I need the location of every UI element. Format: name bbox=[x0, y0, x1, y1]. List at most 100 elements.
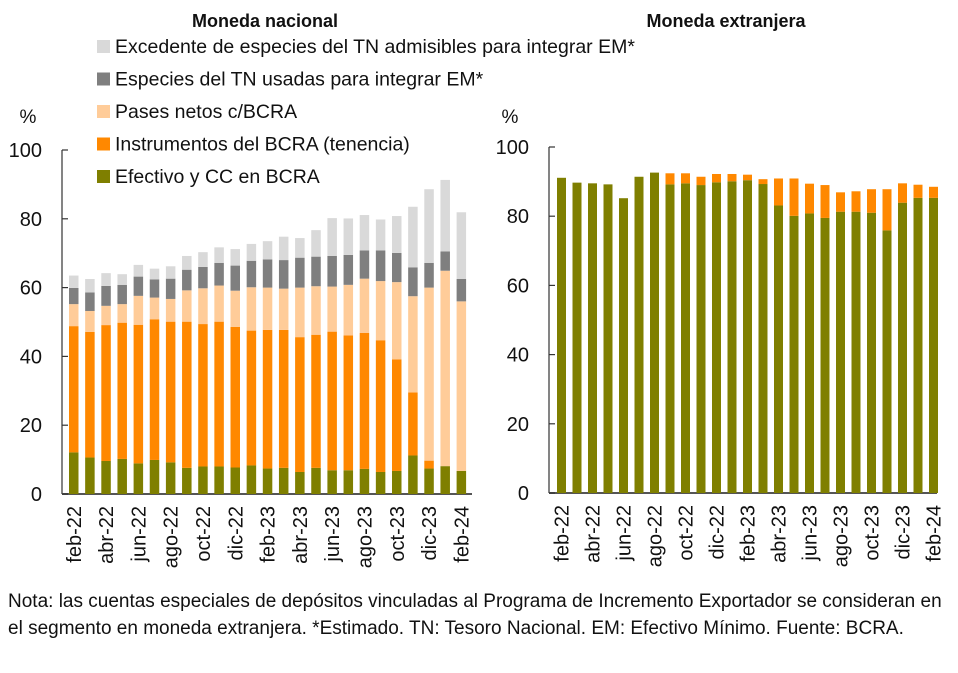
bar-segment bbox=[246, 465, 257, 494]
bar-segment bbox=[214, 262, 224, 286]
bar-segment bbox=[117, 284, 127, 305]
bar-segment bbox=[929, 186, 938, 198]
x-axis-labels-left: feb-22 abr-22 jun-22 ago-22 oct-22 dic-22 feb-… bbox=[64, 506, 474, 568]
legend-swatch bbox=[97, 137, 110, 151]
bar-segment bbox=[117, 274, 127, 285]
y-tick-label-right: 100 bbox=[496, 137, 529, 159]
x-tick-label-right: abr-22 bbox=[583, 505, 605, 563]
bar-segment bbox=[774, 205, 783, 493]
legend-swatch bbox=[97, 170, 110, 183]
bar-segment bbox=[311, 256, 321, 287]
bar-stack-sep-22 bbox=[665, 173, 675, 494]
bar-segment bbox=[359, 250, 370, 279]
bar-stack-sep-23 bbox=[851, 191, 861, 493]
bar-segment bbox=[727, 173, 737, 182]
bar-segment bbox=[557, 177, 566, 493]
bar-stack-nov-22 bbox=[214, 247, 224, 494]
bar-segment bbox=[359, 468, 370, 494]
bar-segment bbox=[327, 255, 337, 287]
bar-segment bbox=[327, 286, 337, 332]
bar-segment bbox=[295, 257, 305, 288]
y-axis-label-left: % bbox=[20, 107, 37, 128]
bar-stack-may-22 bbox=[603, 184, 613, 494]
bar-segment bbox=[743, 180, 752, 493]
y-tick-label-left: 40 bbox=[20, 346, 42, 368]
bar-segment bbox=[149, 319, 160, 460]
bar-stack-feb-24 bbox=[929, 186, 938, 493]
bar-segment bbox=[882, 189, 892, 231]
x-tick-label-right: feb-23 bbox=[738, 505, 760, 562]
bar-stack-ago-22 bbox=[165, 266, 176, 494]
legend-swatch bbox=[97, 105, 110, 118]
bar-stack-dic-22 bbox=[230, 249, 240, 494]
bar-segment bbox=[214, 321, 224, 467]
bar-segment bbox=[230, 467, 240, 494]
chart-title-moneda-extranjera: Moneda extranjera bbox=[646, 11, 806, 31]
bar-segment bbox=[898, 202, 907, 493]
bar-stack-jul-22 bbox=[634, 176, 644, 494]
y-tick-label-left: 100 bbox=[9, 140, 42, 162]
bar-segment bbox=[198, 466, 208, 494]
bar-segment bbox=[278, 288, 289, 330]
bar-stack-abr-22 bbox=[588, 183, 597, 493]
bar-segment bbox=[867, 212, 876, 494]
bar-segment bbox=[650, 172, 659, 493]
bar-segment bbox=[165, 278, 176, 299]
bar-segment bbox=[424, 287, 434, 461]
bar-segment bbox=[392, 359, 402, 471]
bar-segment bbox=[665, 184, 675, 494]
legend-swatch bbox=[97, 72, 110, 86]
bar-segment bbox=[836, 192, 845, 212]
bar-segment bbox=[375, 471, 386, 494]
bar-stack-oct-23 bbox=[867, 189, 876, 494]
y-tick-label-left: 0 bbox=[31, 484, 42, 506]
x-tick-label-right: feb-24 bbox=[924, 505, 946, 562]
bar-segment bbox=[165, 462, 176, 494]
bar-segment bbox=[246, 330, 257, 466]
x-tick-label-right: dic-23 bbox=[893, 505, 915, 559]
bar-segment bbox=[743, 174, 752, 181]
bar-segment bbox=[359, 333, 370, 469]
bar-segment bbox=[165, 266, 176, 279]
bar-stack-may-23 bbox=[311, 230, 321, 494]
bar-segment bbox=[375, 250, 386, 282]
bar-segment bbox=[165, 321, 176, 463]
bar-segment bbox=[278, 236, 289, 261]
bar-segment bbox=[262, 329, 273, 469]
bar-segment bbox=[820, 217, 830, 493]
bar-stack-dic-23 bbox=[424, 189, 434, 494]
bar-segment bbox=[424, 460, 434, 469]
bar-stack-jun-22 bbox=[619, 198, 628, 493]
bar-stack-may-23 bbox=[789, 178, 799, 493]
bar-segment bbox=[295, 471, 305, 494]
bar-stack-feb-24 bbox=[456, 212, 467, 494]
bar-segment bbox=[440, 179, 450, 252]
bar-segment bbox=[392, 252, 402, 283]
x-tick-label-left: feb-24 bbox=[451, 506, 473, 563]
bar-segment bbox=[69, 275, 79, 288]
bar-segment bbox=[198, 324, 208, 467]
bar-segment bbox=[712, 182, 721, 494]
legend-item: Instrumentos del BCRA (tenencia) bbox=[97, 134, 410, 156]
y-tick-label-left: 20 bbox=[20, 415, 42, 437]
bar-segment bbox=[117, 322, 127, 459]
bar-segment bbox=[424, 262, 434, 288]
bar-segment bbox=[262, 259, 273, 288]
bar-segment bbox=[230, 265, 240, 291]
legend-item: Efectivo y CC en BCRA bbox=[97, 166, 320, 188]
bar-segment bbox=[805, 213, 814, 493]
x-tick-label-left: dic-22 bbox=[225, 506, 247, 560]
bar-segment bbox=[408, 267, 418, 297]
bar-segment bbox=[278, 467, 289, 494]
bar-segment bbox=[424, 468, 434, 494]
bar-segment bbox=[311, 467, 321, 494]
bar-segment bbox=[133, 295, 144, 325]
footnote: Nota: las cuentas especiales de depósito… bbox=[8, 591, 942, 639]
bar-segment bbox=[165, 298, 176, 322]
bar-segment bbox=[392, 216, 402, 253]
x-tick-label-left: oct-22 bbox=[193, 506, 215, 562]
bar-segment bbox=[665, 173, 675, 185]
panel-moneda-nacional: Moneda nacional % 0 20 40 60 80 100 feb-22 abr… bbox=[9, 11, 636, 568]
bar-stack-mar-22 bbox=[572, 182, 582, 493]
y-tick-label-right: 20 bbox=[507, 414, 529, 436]
